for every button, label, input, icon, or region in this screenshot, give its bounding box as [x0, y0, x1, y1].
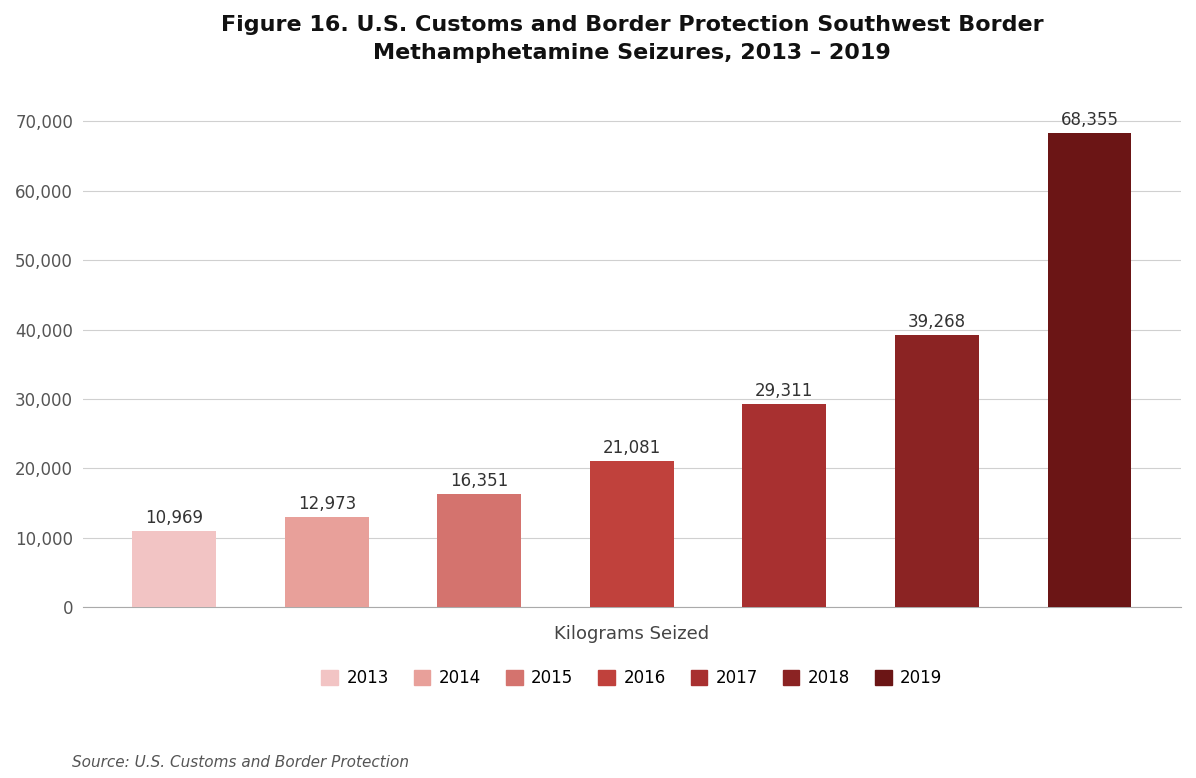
X-axis label: Kilograms Seized: Kilograms Seized: [554, 626, 709, 643]
Text: 29,311: 29,311: [755, 382, 813, 400]
Text: 12,973: 12,973: [298, 495, 356, 513]
Text: 10,969: 10,969: [145, 509, 203, 527]
Legend: 2013, 2014, 2015, 2016, 2017, 2018, 2019: 2013, 2014, 2015, 2016, 2017, 2018, 2019: [315, 662, 948, 694]
Bar: [1048, 133, 1131, 607]
Bar: [438, 494, 521, 607]
Text: 39,268: 39,268: [908, 313, 966, 331]
Title: Figure 16. U.S. Customs and Border Protection Southwest Border
Methamphetamine S: Figure 16. U.S. Customs and Border Prote…: [220, 15, 1043, 63]
Text: 16,351: 16,351: [450, 471, 508, 489]
Text: 21,081: 21,081: [603, 439, 661, 457]
Text: 68,355: 68,355: [1061, 110, 1118, 128]
Bar: [895, 335, 978, 607]
Bar: [133, 531, 216, 607]
Bar: [285, 517, 368, 607]
Bar: [590, 461, 673, 607]
Bar: [743, 404, 826, 607]
Text: Source: U.S. Customs and Border Protection: Source: U.S. Customs and Border Protecti…: [72, 755, 409, 770]
